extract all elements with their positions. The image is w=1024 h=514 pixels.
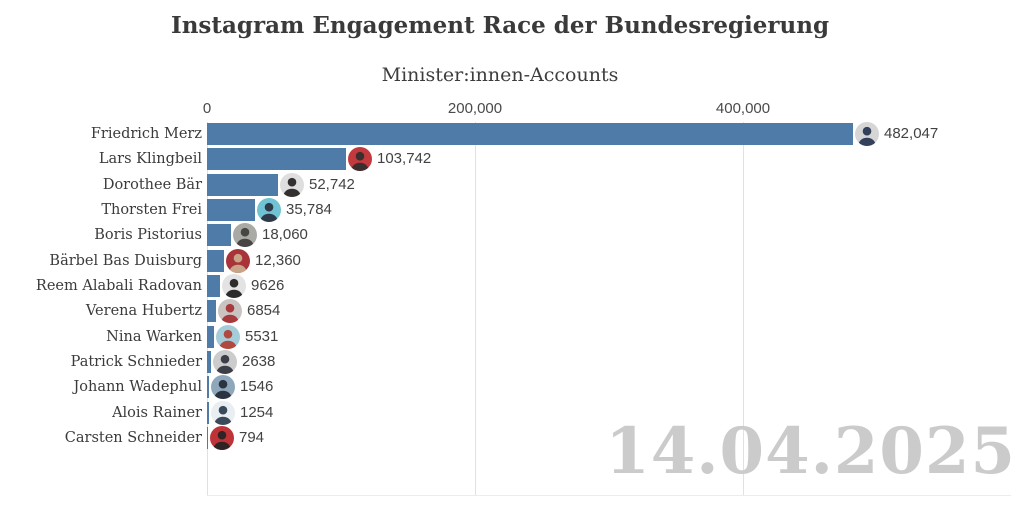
engagement-value-label: 103,742 xyxy=(377,150,432,167)
engagement-bar xyxy=(207,224,231,246)
minister-avatar xyxy=(218,299,242,323)
x-axis-tick-label: 200,000 xyxy=(447,100,503,117)
minister-avatar xyxy=(280,173,304,197)
minister-avatar xyxy=(211,375,235,399)
engagement-bar xyxy=(207,199,255,221)
minister-avatar xyxy=(348,147,372,171)
engagement-bar xyxy=(207,351,211,373)
person-portrait-icon xyxy=(220,303,240,323)
x-axis-tick-label: 0 xyxy=(202,100,212,117)
minister-name-label: Nina Warken xyxy=(106,329,202,345)
minister-name-label: Verena Hubertz xyxy=(85,303,202,319)
x-axis-baseline xyxy=(207,495,1011,496)
minister-avatar xyxy=(257,198,281,222)
engagement-bar xyxy=(207,148,346,170)
chart-title: Instagram Engagement Race der Bundesregi… xyxy=(170,12,830,39)
minister-name-label: Lars Klingbeil xyxy=(98,151,202,167)
engagement-value-label: 794 xyxy=(239,429,265,446)
engagement-value-label: 18,060 xyxy=(262,226,308,243)
engagement-value-label: 12,360 xyxy=(255,252,301,269)
minister-name-label: Johann Wadephul xyxy=(73,379,202,395)
engagement-bar xyxy=(207,250,224,272)
person-portrait-icon xyxy=(218,329,238,349)
engagement-value-label: 52,742 xyxy=(309,176,355,193)
minister-name-label: Bärbel Bas Duisburg xyxy=(49,253,202,269)
x-axis-tick-label: 400,000 xyxy=(715,100,771,117)
person-portrait-icon xyxy=(213,405,233,425)
engagement-bar xyxy=(207,402,209,424)
minister-name-label: Carsten Schneider xyxy=(64,430,202,446)
person-portrait-icon xyxy=(213,379,233,399)
engagement-value-label: 9626 xyxy=(251,277,285,294)
minister-avatar xyxy=(213,350,237,374)
engagement-value-label: 6854 xyxy=(247,302,281,319)
minister-avatar xyxy=(855,122,879,146)
minister-avatar xyxy=(211,401,235,425)
engagement-bar xyxy=(207,376,209,398)
engagement-bar xyxy=(207,300,216,322)
minister-avatar xyxy=(233,223,257,247)
engagement-bar xyxy=(207,275,220,297)
minister-avatar xyxy=(210,426,234,450)
person-portrait-icon xyxy=(857,126,877,146)
minister-avatar xyxy=(222,274,246,298)
minister-name-label: Alois Rainer xyxy=(112,405,202,421)
minister-name-label: Friedrich Merz xyxy=(90,126,202,142)
minister-name-label: Boris Pistorius xyxy=(94,227,202,243)
engagement-value-label: 1254 xyxy=(240,404,274,421)
minister-name-label: Dorothee Bär xyxy=(102,177,202,193)
x-gridline xyxy=(743,122,744,495)
engagement-value-label: 5531 xyxy=(245,328,279,345)
engagement-bar xyxy=(207,427,208,449)
engagement-value-label: 1546 xyxy=(240,378,274,395)
engagement-bar xyxy=(207,123,853,145)
person-portrait-icon xyxy=(228,253,248,273)
person-portrait-icon xyxy=(235,227,255,247)
minister-name-label: Thorsten Frei xyxy=(101,202,202,218)
engagement-bar xyxy=(207,326,214,348)
person-portrait-icon xyxy=(259,202,279,222)
person-portrait-icon xyxy=(212,430,232,450)
x-gridline xyxy=(475,122,476,495)
person-portrait-icon xyxy=(224,278,244,298)
date-watermark: 14.04.2025 xyxy=(605,414,1016,489)
minister-name-label: Patrick Schnieder xyxy=(70,354,202,370)
engagement-bar xyxy=(207,174,278,196)
minister-avatar xyxy=(216,325,240,349)
minister-name-label: Reem Alabali Radovan xyxy=(35,278,202,294)
minister-avatar xyxy=(226,249,250,273)
person-portrait-icon xyxy=(215,354,235,374)
person-portrait-icon xyxy=(350,151,370,171)
chart-subtitle: Minister:innen-Accounts xyxy=(381,64,619,86)
engagement-value-label: 2638 xyxy=(242,353,276,370)
person-portrait-icon xyxy=(282,177,302,197)
engagement-value-label: 482,047 xyxy=(884,125,939,142)
engagement-value-label: 35,784 xyxy=(286,201,332,218)
